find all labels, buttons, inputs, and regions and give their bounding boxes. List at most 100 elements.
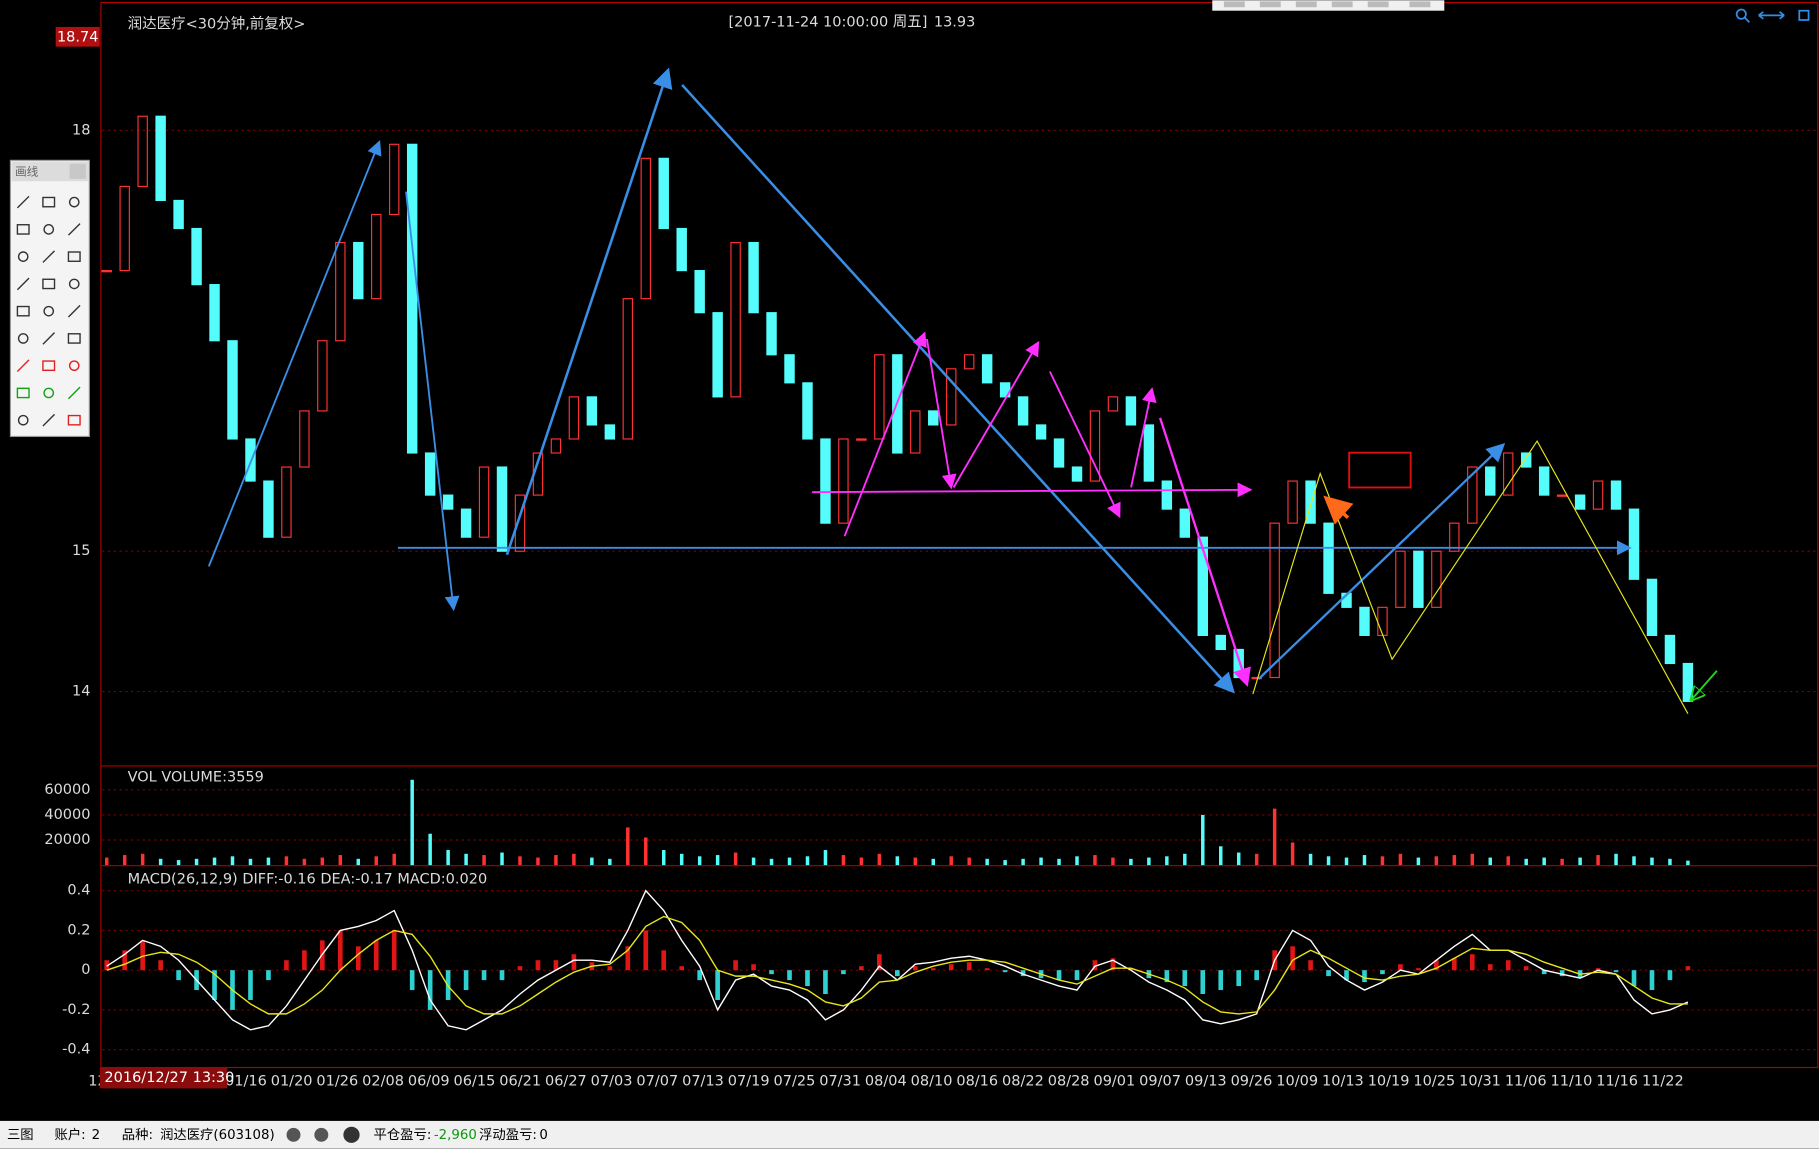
tool-icon[interactable] [16,277,30,291]
volume-bar [1093,855,1097,866]
macd-bar [1290,946,1295,971]
minus-button[interactable] [286,1127,301,1142]
y-tick-label: 40000 [44,807,90,823]
tool-icon[interactable] [42,196,56,208]
candle [335,241,346,342]
top-toolbar[interactable] [1212,0,1445,11]
volume-bar [446,850,450,866]
candle [640,157,651,300]
tool-icon[interactable] [67,333,81,344]
tool-icon[interactable] [42,250,56,263]
volume-bar [1039,857,1043,866]
candle [1269,522,1280,679]
candle [856,438,867,441]
trend-lines [207,67,1718,714]
volume-bar [1308,853,1313,866]
x-tick-label: 10/25 [1413,1073,1455,1089]
macd-bar [284,960,289,971]
macd-bar [841,970,846,975]
macd-bar [517,966,523,971]
x-tick-label: 11/22 [1642,1073,1684,1089]
macd-bar [859,966,864,971]
tool-icon[interactable] [16,359,30,372]
macd-bar [1344,970,1349,981]
volume-bar [787,857,792,866]
tool-icon[interactable] [68,360,80,372]
x-tick-label: 01/20 [271,1073,313,1089]
tool-icon[interactable] [43,305,55,317]
x-tick-label: 09/01 [1093,1073,1135,1089]
candle [317,340,328,412]
volume-bar [428,833,432,866]
x-tick-label: 11/16 [1596,1073,1638,1089]
candle [1628,508,1640,580]
candle [1574,494,1586,510]
volume-bar [1326,856,1331,866]
top-right-icons[interactable] [1735,8,1810,23]
plus-button[interactable] [314,1127,329,1142]
tool-icon[interactable] [17,414,29,426]
volume-bar [1362,855,1367,866]
cursor-date-label: 2016/12/27 13:30 [104,1070,234,1086]
volume-bar [1452,855,1457,866]
top-toolbar-buttons [1223,1,1431,8]
macd-bar [1002,970,1008,973]
candle [1538,466,1550,496]
tool-icon[interactable] [16,195,30,209]
tool-icon[interactable] [67,386,81,400]
candle [963,354,975,370]
candle [1251,676,1262,680]
macd-title: MACD(26,12,9) DIFF:-0.16 DEA:-0.17 MACD:… [128,872,488,888]
candle [119,185,130,272]
tool-icon[interactable] [43,224,55,235]
candle [263,480,274,538]
volume-bar [356,858,361,866]
volume-bar [1183,853,1187,866]
macd-bar [212,970,217,1000]
x-tick-label: 07/25 [774,1073,816,1089]
candle [981,354,993,384]
tool-icon[interactable] [17,333,29,344]
symbol-select[interactable]: 润达医疗(603108) [160,1127,275,1143]
tool-icon[interactable] [68,278,80,290]
volume-bar [500,852,504,866]
candle [1503,452,1514,496]
volume-bar [985,858,989,866]
tool-icon[interactable] [42,278,56,290]
tool-icon[interactable] [16,387,30,399]
macd-bar [661,950,667,971]
macd-bar [248,970,253,1000]
volume-bar [805,856,810,866]
candle [1125,396,1137,426]
view-select[interactable]: 三图 [7,1128,34,1143]
tool-icon[interactable] [17,251,29,262]
tool-icon[interactable] [16,305,30,317]
macd-bar [391,930,397,971]
tool-icon[interactable] [43,387,55,399]
mask-button[interactable] [343,1126,360,1143]
candle [1143,424,1155,482]
candle [712,312,723,398]
macd-bar [930,968,936,971]
account-select[interactable]: 2 [92,1128,100,1143]
volume-bar [1416,857,1421,866]
tool-icon[interactable] [67,251,81,262]
volume-bar [1686,860,1690,866]
x-tick-label: 11/10 [1551,1073,1593,1089]
macd-bar [122,950,128,971]
tool-icon[interactable] [42,332,56,345]
tool-icon[interactable] [67,304,81,318]
volume-bar [1380,856,1385,866]
x-tick-label: 10/09 [1276,1073,1318,1089]
tool-icon[interactable] [42,360,56,372]
tool-icon[interactable] [67,414,81,426]
macd-bar [1469,954,1475,971]
volume-bar [176,860,181,866]
volume-bar [1650,857,1654,866]
candle [784,354,795,384]
tool-icon[interactable] [67,223,81,236]
tool-icon[interactable] [68,196,80,208]
tool-icon[interactable] [42,413,56,427]
macd-bar [1416,968,1421,971]
tool-icon[interactable] [16,224,30,235]
